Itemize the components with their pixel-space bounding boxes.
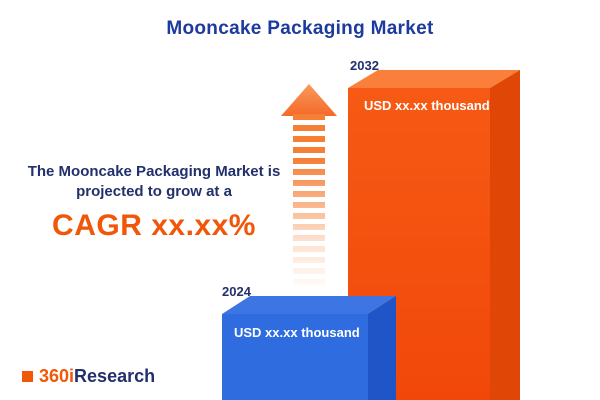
growth-arrow-icon — [278, 84, 340, 294]
bar-2032-side-face — [490, 70, 520, 400]
logo-square-icon — [22, 371, 33, 382]
bar-2024-category-label: 2024 — [222, 284, 251, 299]
cagr-text: CAGR xx.xx% — [52, 209, 256, 242]
arrow-striped-shaft — [293, 114, 325, 292]
bar-2032-value-label: USD xx.xx thousand — [364, 98, 490, 113]
bar-2024: USD xx.xx thousand — [222, 314, 368, 400]
bar-2024-side-face — [368, 296, 396, 400]
page-title: Mooncake Packaging Market — [166, 18, 434, 39]
bar-2024-value-label: USD xx.xx thousand — [234, 325, 360, 340]
bar-2032-top-face — [348, 70, 520, 88]
logo-suffix: Research — [74, 366, 156, 386]
logo-prefix: 360i — [39, 366, 75, 386]
tagline-line2: projected to grow at a — [76, 183, 232, 200]
logo: 360iResearch — [22, 366, 155, 387]
arrow-head-icon — [281, 84, 337, 116]
tagline-line1: The Mooncake Packaging Market is — [27, 163, 281, 180]
tagline: The Mooncake Packaging Market is project… — [10, 162, 298, 243]
logo-text: 360iResearch — [39, 366, 155, 387]
bar-2032-category-label: 2032 — [350, 58, 379, 73]
bar-2024-top-face — [222, 296, 396, 314]
